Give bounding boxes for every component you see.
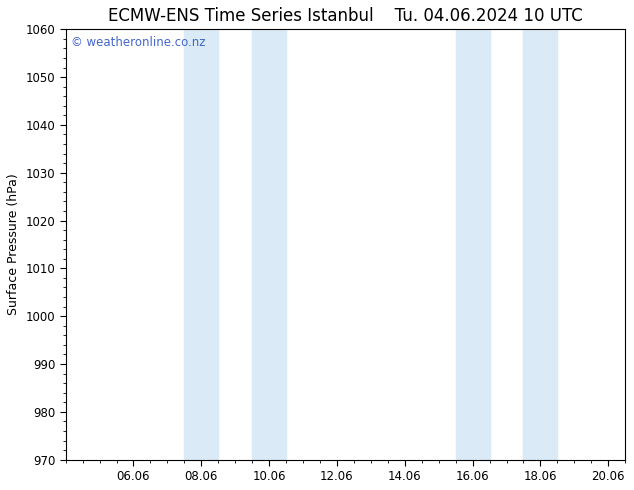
Y-axis label: Surface Pressure (hPa): Surface Pressure (hPa) [7,173,20,316]
Bar [184,29,218,460]
Bar [252,29,286,460]
Bar [524,29,557,460]
Text: © weatheronline.co.nz: © weatheronline.co.nz [71,36,206,49]
Title: ECMW-ENS Time Series Istanbul    Tu. 04.06.2024 10 UTC: ECMW-ENS Time Series Istanbul Tu. 04.06.… [108,7,583,25]
Bar [456,29,489,460]
